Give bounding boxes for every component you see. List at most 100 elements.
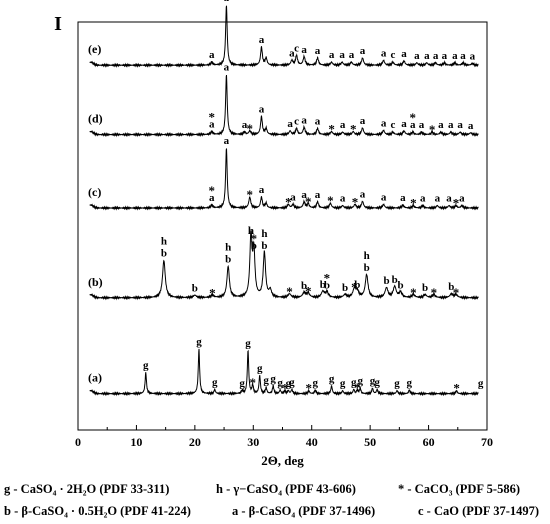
peak-label: a	[381, 117, 387, 129]
peak-label: *	[286, 284, 293, 299]
peak-label: *	[249, 375, 256, 390]
peak-label: *	[453, 196, 460, 211]
peak-label: g	[407, 377, 413, 389]
peak-label: a	[360, 115, 366, 127]
peak-label: a	[224, 62, 230, 74]
peak-label: b	[448, 281, 454, 293]
peak-label: a	[315, 189, 321, 201]
peak-label: a	[209, 119, 215, 131]
peak-label: *	[327, 193, 334, 208]
x-tick-label: 0	[75, 435, 81, 449]
peak-label: a	[401, 118, 407, 130]
peak-label: *	[324, 270, 331, 285]
peak-label: *	[247, 187, 254, 202]
peak-label: *	[429, 122, 436, 137]
x-tick-label: 60	[423, 435, 435, 449]
x-axis-label: 2Θ, deg	[261, 453, 304, 468]
peak-label: a	[287, 118, 293, 130]
x-tick-label: 30	[247, 435, 259, 449]
peak-label: a	[349, 49, 355, 61]
series-name-label: (c)	[88, 185, 101, 199]
peak-label: *	[350, 122, 357, 137]
peak-label: b	[301, 280, 307, 292]
peak-label: c	[390, 49, 395, 61]
pattern-line	[89, 5, 479, 68]
peak-label: b	[392, 274, 398, 286]
peak-label: a	[259, 34, 265, 46]
peak-label: *	[305, 284, 312, 299]
peak-label: g	[478, 378, 484, 390]
peak-label: a	[290, 191, 296, 203]
peak-label: a	[468, 120, 474, 132]
peak-label: g	[270, 373, 276, 385]
peak-label: g	[329, 373, 335, 385]
peak-label: a	[315, 116, 321, 128]
peak-label: b	[261, 240, 267, 252]
peak-label: *	[352, 194, 359, 209]
peak-label: a	[209, 49, 215, 61]
peak-label: h	[248, 225, 254, 237]
pattern-line	[89, 348, 479, 397]
peak-label: g	[196, 336, 202, 348]
peak-label: b	[364, 262, 370, 274]
peak-label: c	[294, 43, 299, 55]
peak-label: g	[340, 378, 346, 390]
legend-c: c - CaO (PDF 37-1497)	[418, 504, 540, 518]
peak-label: a	[414, 50, 420, 62]
peak-label: a	[224, 0, 230, 4]
peak-label: b	[225, 254, 231, 266]
peak-label: a	[420, 193, 426, 205]
peak-label: g	[286, 378, 292, 390]
pattern-line	[89, 230, 479, 301]
peak-label: *	[328, 122, 335, 137]
peak-label: a	[259, 184, 265, 196]
peak-label: a	[381, 47, 387, 59]
peak-label: g	[374, 376, 380, 388]
peak-label: a	[360, 188, 366, 200]
peak-label: *	[453, 285, 460, 300]
peak-label: h	[225, 242, 231, 254]
peak-label: g	[357, 375, 363, 387]
legend-b: b - β-CaSO₄ · 0.5H₂O (PDF 41-224)	[4, 504, 191, 518]
peak-label: *	[351, 279, 358, 294]
peak-label: a	[339, 49, 345, 61]
peak-label: *	[453, 381, 460, 396]
peak-label: a	[410, 119, 416, 131]
peak-label: *	[410, 196, 417, 211]
peak-label: a	[242, 119, 248, 131]
x-tick-label: 40	[306, 435, 318, 449]
peak-label: g	[245, 337, 251, 349]
x-tick-label: 10	[130, 435, 142, 449]
peak-label: a	[259, 104, 265, 116]
peak-label: h	[161, 236, 167, 248]
peak-label: *	[282, 381, 289, 396]
legend-h: h - γ−CaSO₄ (PDF 43-606)	[216, 482, 356, 496]
peak-label: g	[239, 378, 245, 390]
plot-frame	[77, 21, 488, 431]
pattern-line	[89, 74, 479, 138]
peak-label: g	[212, 376, 218, 388]
peak-label: a	[435, 193, 441, 205]
peak-label: c	[390, 119, 395, 131]
pattern-line	[89, 148, 479, 211]
peak-label: a	[224, 135, 230, 147]
peak-label: a	[452, 50, 458, 62]
peak-label: b	[342, 282, 348, 294]
peak-label: a	[301, 189, 307, 201]
peak-label: a	[400, 192, 406, 204]
peak-label: g	[143, 360, 149, 372]
series-name-label: (d)	[88, 112, 103, 126]
series-name-label: (e)	[88, 42, 101, 56]
peak-label: a	[340, 193, 346, 205]
peak-label: a	[419, 119, 425, 131]
peak-label: g	[351, 376, 357, 388]
peak-label: a	[438, 119, 444, 131]
series-name-label: (b)	[88, 275, 103, 289]
peak-label: a	[315, 45, 321, 57]
peak-label: a	[459, 193, 465, 205]
peak-label: *	[209, 110, 216, 125]
peak-label: *	[306, 381, 313, 396]
peak-label: a	[209, 192, 215, 204]
legend-caco3: * - CaCO₃ (PDF 5-586)	[398, 482, 521, 496]
